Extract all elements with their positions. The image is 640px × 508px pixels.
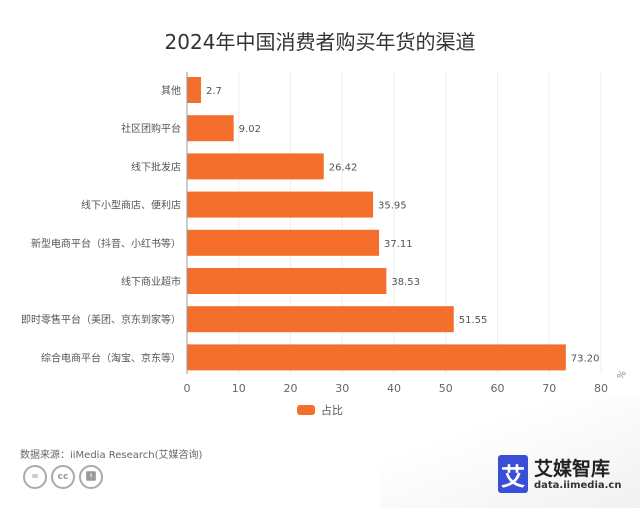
category-label: 线下商业超市	[121, 275, 181, 288]
legend-label: 占比	[321, 404, 343, 417]
logo-name: 艾媒智库	[534, 457, 611, 480]
bar	[187, 115, 234, 142]
data-label: 2.7	[206, 86, 222, 97]
data-label: 73.20	[571, 353, 600, 364]
category-label: 线下小型商店、便利店	[81, 199, 181, 212]
category-label: 社区团购平台	[121, 122, 181, 135]
person-icon: 🚹︎	[79, 465, 103, 489]
bar	[187, 191, 374, 218]
x-tick-label: 70	[542, 382, 556, 395]
x-tick-label: 30	[335, 382, 349, 395]
x-tick-label: 10	[232, 382, 246, 395]
category-label: 综合电商平台（淘宝、京东等）	[41, 351, 181, 364]
bar	[187, 306, 454, 333]
legend-swatch	[297, 405, 315, 415]
bar	[187, 268, 387, 294]
x-tick-label: 60	[491, 382, 505, 395]
bar-chart: 0 10 20 30 40 50 60 70 80% 其他 2.7 社区团购平台 9.02 线下批发店 26…	[21, 72, 629, 395]
category-label: 线下批发店	[131, 160, 181, 173]
data-label: 9.02	[239, 124, 261, 135]
logo-mark: 艾	[498, 455, 528, 493]
bar	[187, 344, 566, 371]
x-unit-label: %	[616, 369, 629, 382]
bar	[187, 153, 324, 180]
logo-url: data.iimedia.cn	[534, 479, 622, 491]
data-label: 26.42	[329, 162, 358, 173]
data-label: 38.53	[391, 277, 420, 288]
data-label: 35.95	[378, 201, 407, 212]
category-label: 即时零售平台（美团、京东到家等）	[21, 313, 181, 326]
legend[interactable]: 占比	[297, 402, 343, 418]
x-tick-label: 40	[387, 382, 401, 395]
cc-icon: cc	[51, 465, 75, 489]
category-label: 其他	[161, 84, 181, 97]
cc-license: = cc 🚹︎	[23, 465, 103, 489]
x-tick-label: 20	[284, 382, 298, 395]
bar	[187, 229, 380, 256]
logo: 艾 艾媒智库 data.iimedia.cn	[498, 455, 621, 493]
data-label: 37.11	[384, 239, 413, 250]
chart-title: 2024年中国消费者购买年货的渠道	[164, 30, 476, 54]
x-tick-label: 80	[594, 382, 608, 395]
data-label: 51.55	[459, 315, 488, 326]
category-label: 新型电商平台（抖音、小红书等）	[31, 237, 181, 250]
x-tick-label: 0	[184, 382, 191, 395]
equals-icon: =	[23, 465, 47, 489]
data-source: 数据来源：iiMedia Research(艾媒咨询)	[20, 450, 203, 461]
bar	[187, 77, 201, 103]
x-tick-label: 50	[439, 382, 453, 395]
